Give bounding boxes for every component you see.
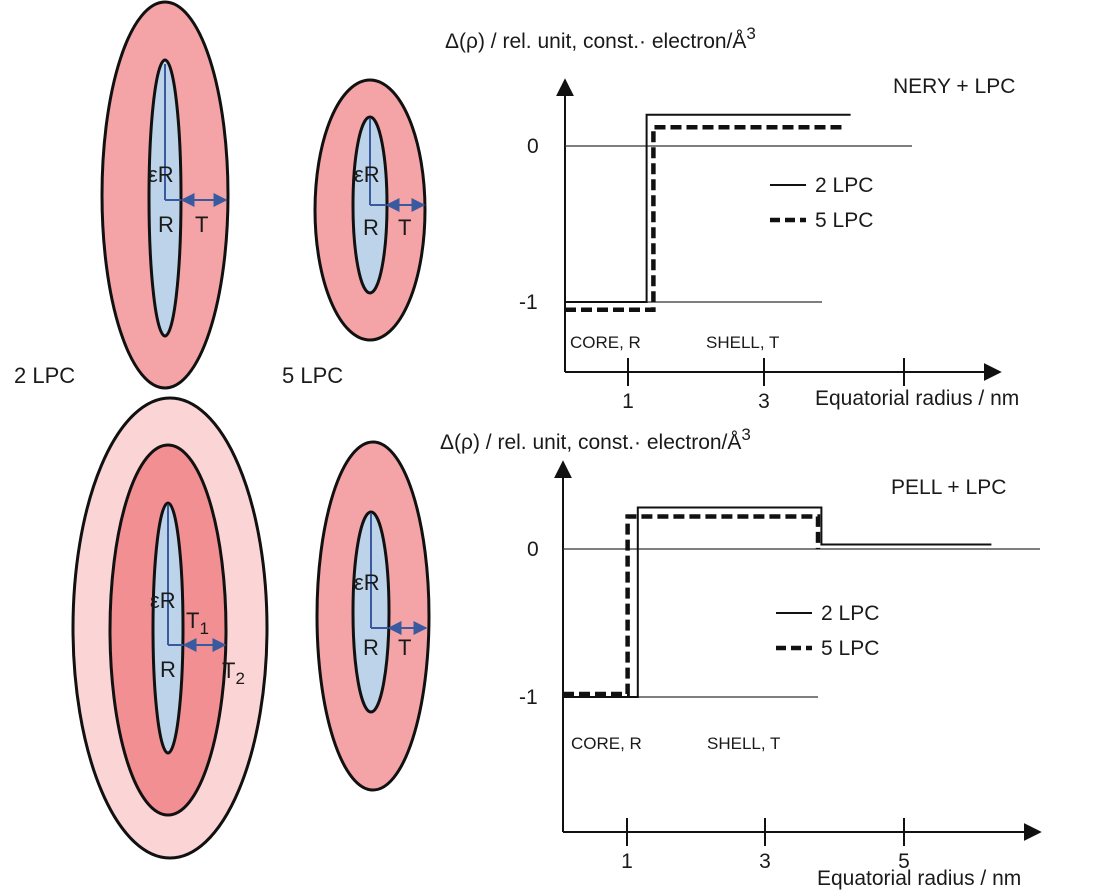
t1-label: T1 — [186, 608, 209, 638]
t2-label: T2 — [222, 658, 245, 688]
y-tick-label: 0 — [527, 135, 539, 158]
x-tick-label: 1 — [621, 850, 633, 873]
series-line-1 — [565, 113, 851, 303]
annotation-core: CORE, R — [571, 734, 642, 753]
series-line-2 — [565, 125, 844, 313]
y-tick-label: -1 — [519, 291, 538, 314]
ellipse-5lpc-bottom: εR R T — [315, 440, 431, 792]
chart-title: PELL + LPC — [891, 476, 1006, 499]
eps-r-label: εR — [150, 588, 176, 613]
chart-ylabel: Δ(ρ) / rel. unit, const.· electron/Å3 — [440, 425, 751, 454]
y-tick-label: 0 — [527, 538, 539, 561]
x-tick-label: 5 — [898, 850, 910, 873]
x-tick-label: 3 — [759, 850, 771, 873]
eps-r-label: εR — [354, 162, 380, 187]
ellipse-2lpc-bottom: εR R T1 T2 — [71, 396, 269, 860]
r-label: R — [363, 635, 379, 660]
chart-pell: Δ(ρ) / rel. unit, const.· electron/Å3 PE… — [440, 425, 1042, 890]
annotation-core: CORE, R — [570, 333, 641, 352]
eps-r-label: εR — [354, 570, 380, 595]
chart-nery: Δ(ρ) / rel. unit, const.· electron/Å3 NE… — [445, 24, 1019, 413]
legend-label: 2 LPC — [815, 174, 873, 197]
chart-xlabel: Equatorial radius / nm — [817, 867, 1021, 890]
ellipse-2lpc-top: εR R T — [100, 0, 230, 390]
x-tick-label: 1 — [622, 390, 634, 413]
chart-title: NERY + LPC — [893, 75, 1015, 98]
y-tick-label: -1 — [519, 686, 538, 709]
ellipse-5lpc-top: εR R T — [313, 78, 427, 342]
t-label: T — [398, 215, 411, 240]
chart-ylabel: Δ(ρ) / rel. unit, const.· electron/Å3 — [445, 24, 756, 53]
legend-label: 5 LPC — [821, 637, 879, 660]
annotation-shell: SHELL, T — [707, 734, 780, 753]
ellipse-5lpc-label: 5 LPC — [282, 363, 343, 388]
x-tick-label: 3 — [758, 390, 770, 413]
legend-label: 5 LPC — [815, 209, 873, 232]
r-label: R — [160, 657, 176, 682]
legend-label: 2 LPC — [821, 602, 879, 625]
chart-marks: 0 -1 1 3 5 2 LPC 5 LPC — [519, 460, 1042, 873]
chart-xlabel: Equatorial radius / nm — [815, 387, 1019, 410]
r-label: R — [158, 212, 174, 237]
chart-marks: 0 -1 1 3 2 LPC 5 LPC — [519, 78, 1002, 413]
t-label: T — [398, 635, 411, 660]
t-label: T — [195, 212, 208, 237]
eps-r-label: εR — [148, 162, 174, 187]
annotation-shell: SHELL, T — [706, 333, 779, 352]
series-line-1 — [563, 506, 992, 698]
series-line-2 — [563, 514, 821, 697]
r-label: R — [363, 215, 379, 240]
ellipse-2lpc-label: 2 LPC — [14, 363, 75, 388]
